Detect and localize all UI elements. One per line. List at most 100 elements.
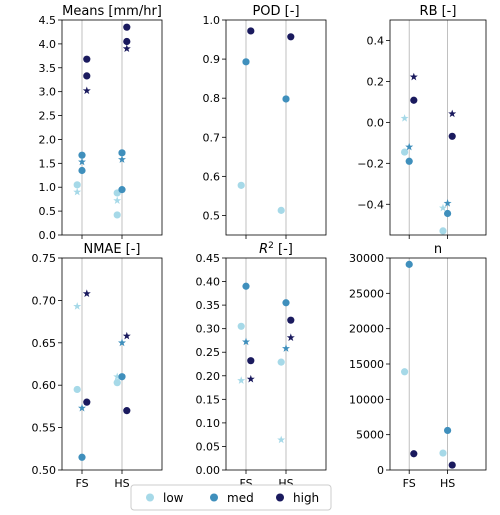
data-point [410, 96, 418, 104]
panel-title-suffix: [-] [274, 242, 293, 257]
data-point-star [122, 44, 131, 53]
data-point-star [286, 333, 295, 342]
y-tick-label: 25000 [349, 287, 384, 300]
data-point [405, 157, 413, 165]
chart-panel: 0.50 0.55 0.60 0.65 0.70 0.75 FS HS NMAE [-] [32, 242, 163, 490]
data-point [400, 148, 409, 156]
y-tick-label: 20000 [349, 323, 384, 336]
data-point-star [78, 157, 86, 166]
y-tick-label: 5000 [356, 429, 384, 442]
y-tick-label: 1.0 [39, 181, 57, 194]
y-tick-label: 0.5 [39, 205, 57, 218]
data-point [400, 368, 409, 376]
data-point-star [73, 187, 82, 196]
y-tick-label: 1.5 [39, 157, 57, 170]
data-point [83, 72, 91, 80]
y-tick-label: 15000 [349, 358, 384, 371]
data-point [123, 23, 131, 31]
y-tick-label: 0.35 [196, 299, 221, 312]
y-tick-label: 0.40 [196, 276, 221, 289]
data-point [73, 181, 81, 189]
legend-marker [210, 493, 218, 502]
y-tick-label: 0.20 [196, 370, 221, 383]
data-point [78, 151, 86, 159]
axes-frame [61, 257, 163, 471]
data-point [118, 149, 126, 157]
y-tick-label: 0.10 [196, 417, 221, 430]
panel-title: NMAE [-] [83, 242, 140, 257]
data-point [113, 379, 121, 387]
data-point [405, 260, 413, 268]
data-point [118, 186, 126, 194]
data-point [282, 95, 290, 103]
data-point-star [113, 196, 122, 204]
data-point-star [400, 114, 409, 122]
panel-title: n [434, 242, 442, 257]
data-point [113, 211, 121, 219]
data-point [410, 450, 418, 458]
data-point [123, 407, 131, 415]
y-tick-label: 0.4 [367, 34, 385, 47]
data-point [439, 449, 447, 457]
data-point [118, 373, 126, 381]
data-point [439, 227, 447, 235]
data-point-star [237, 376, 246, 384]
y-tick-label: −0.4 [357, 198, 384, 211]
data-point [277, 206, 285, 214]
data-point-star [242, 337, 250, 346]
legend-label: med [227, 491, 254, 505]
x-tick-label: FS [75, 477, 88, 490]
y-tick-label: 0.0 [367, 116, 385, 129]
y-tick-label: 2.0 [39, 133, 57, 146]
data-point [444, 209, 452, 218]
data-point-star [118, 338, 126, 347]
y-tick-label: 0 [377, 464, 384, 477]
data-point-star [443, 199, 452, 207]
y-tick-label: 4.0 [39, 38, 57, 51]
panel-title: Means [mm/hr] [62, 4, 162, 19]
data-point-star [122, 331, 131, 340]
legend-marker [146, 493, 154, 502]
axes-frame [225, 19, 327, 236]
data-point [83, 398, 91, 406]
data-point-star [82, 86, 91, 95]
y-tick-label: 10000 [349, 393, 384, 406]
data-point-star [277, 435, 286, 444]
data-point-star [78, 403, 86, 412]
axes-frame [389, 257, 487, 471]
data-point-star [405, 142, 414, 151]
y-tick-label: 30000 [349, 252, 384, 265]
data-point-star [246, 374, 255, 383]
y-tick-label: 0.60 [32, 379, 57, 392]
y-tick-label: 1.0 [203, 14, 221, 27]
data-point [277, 358, 285, 366]
data-point [282, 299, 290, 307]
y-tick-label: 0.15 [196, 393, 221, 406]
y-tick-label: 0.75 [32, 252, 57, 265]
x-tick-label: HS [114, 477, 129, 490]
legend-label: low [163, 491, 184, 505]
legend-box [130, 484, 332, 511]
data-point-star [82, 289, 91, 298]
panel-title: RB [-] [420, 4, 457, 19]
data-point [448, 132, 456, 140]
y-tick-label: −0.2 [357, 157, 384, 170]
y-tick-label: 0.8 [203, 92, 221, 105]
y-tick-label: 3.5 [39, 62, 57, 75]
y-tick-label: 0.30 [196, 323, 221, 336]
chart-panel: 0.0 0.5 1.0 1.5 2.0 2.5 3.0 3.5 4.0 4.5 Means [mm/… [39, 4, 163, 242]
legend-marker [276, 493, 284, 502]
data-point [78, 453, 86, 461]
data-point-star [73, 302, 82, 310]
data-point [83, 55, 91, 63]
panel-title: R2 [-] [259, 241, 293, 257]
y-tick-label: 0.2 [367, 75, 385, 88]
y-tick-label: 0.00 [196, 464, 221, 477]
axes-frame [225, 257, 327, 471]
panel-title-base: R [259, 242, 268, 257]
axes-frame [61, 19, 163, 236]
y-tick-label: 0.45 [196, 252, 221, 265]
chart-panel: −0.4 −0.2 0.0 0.2 0.4 RB [-] [357, 4, 487, 239]
y-tick-label: 0.55 [32, 422, 57, 435]
chart-panel: 0 5000 10000 15000 20000 25000 30000 FS HS n [349, 242, 487, 490]
